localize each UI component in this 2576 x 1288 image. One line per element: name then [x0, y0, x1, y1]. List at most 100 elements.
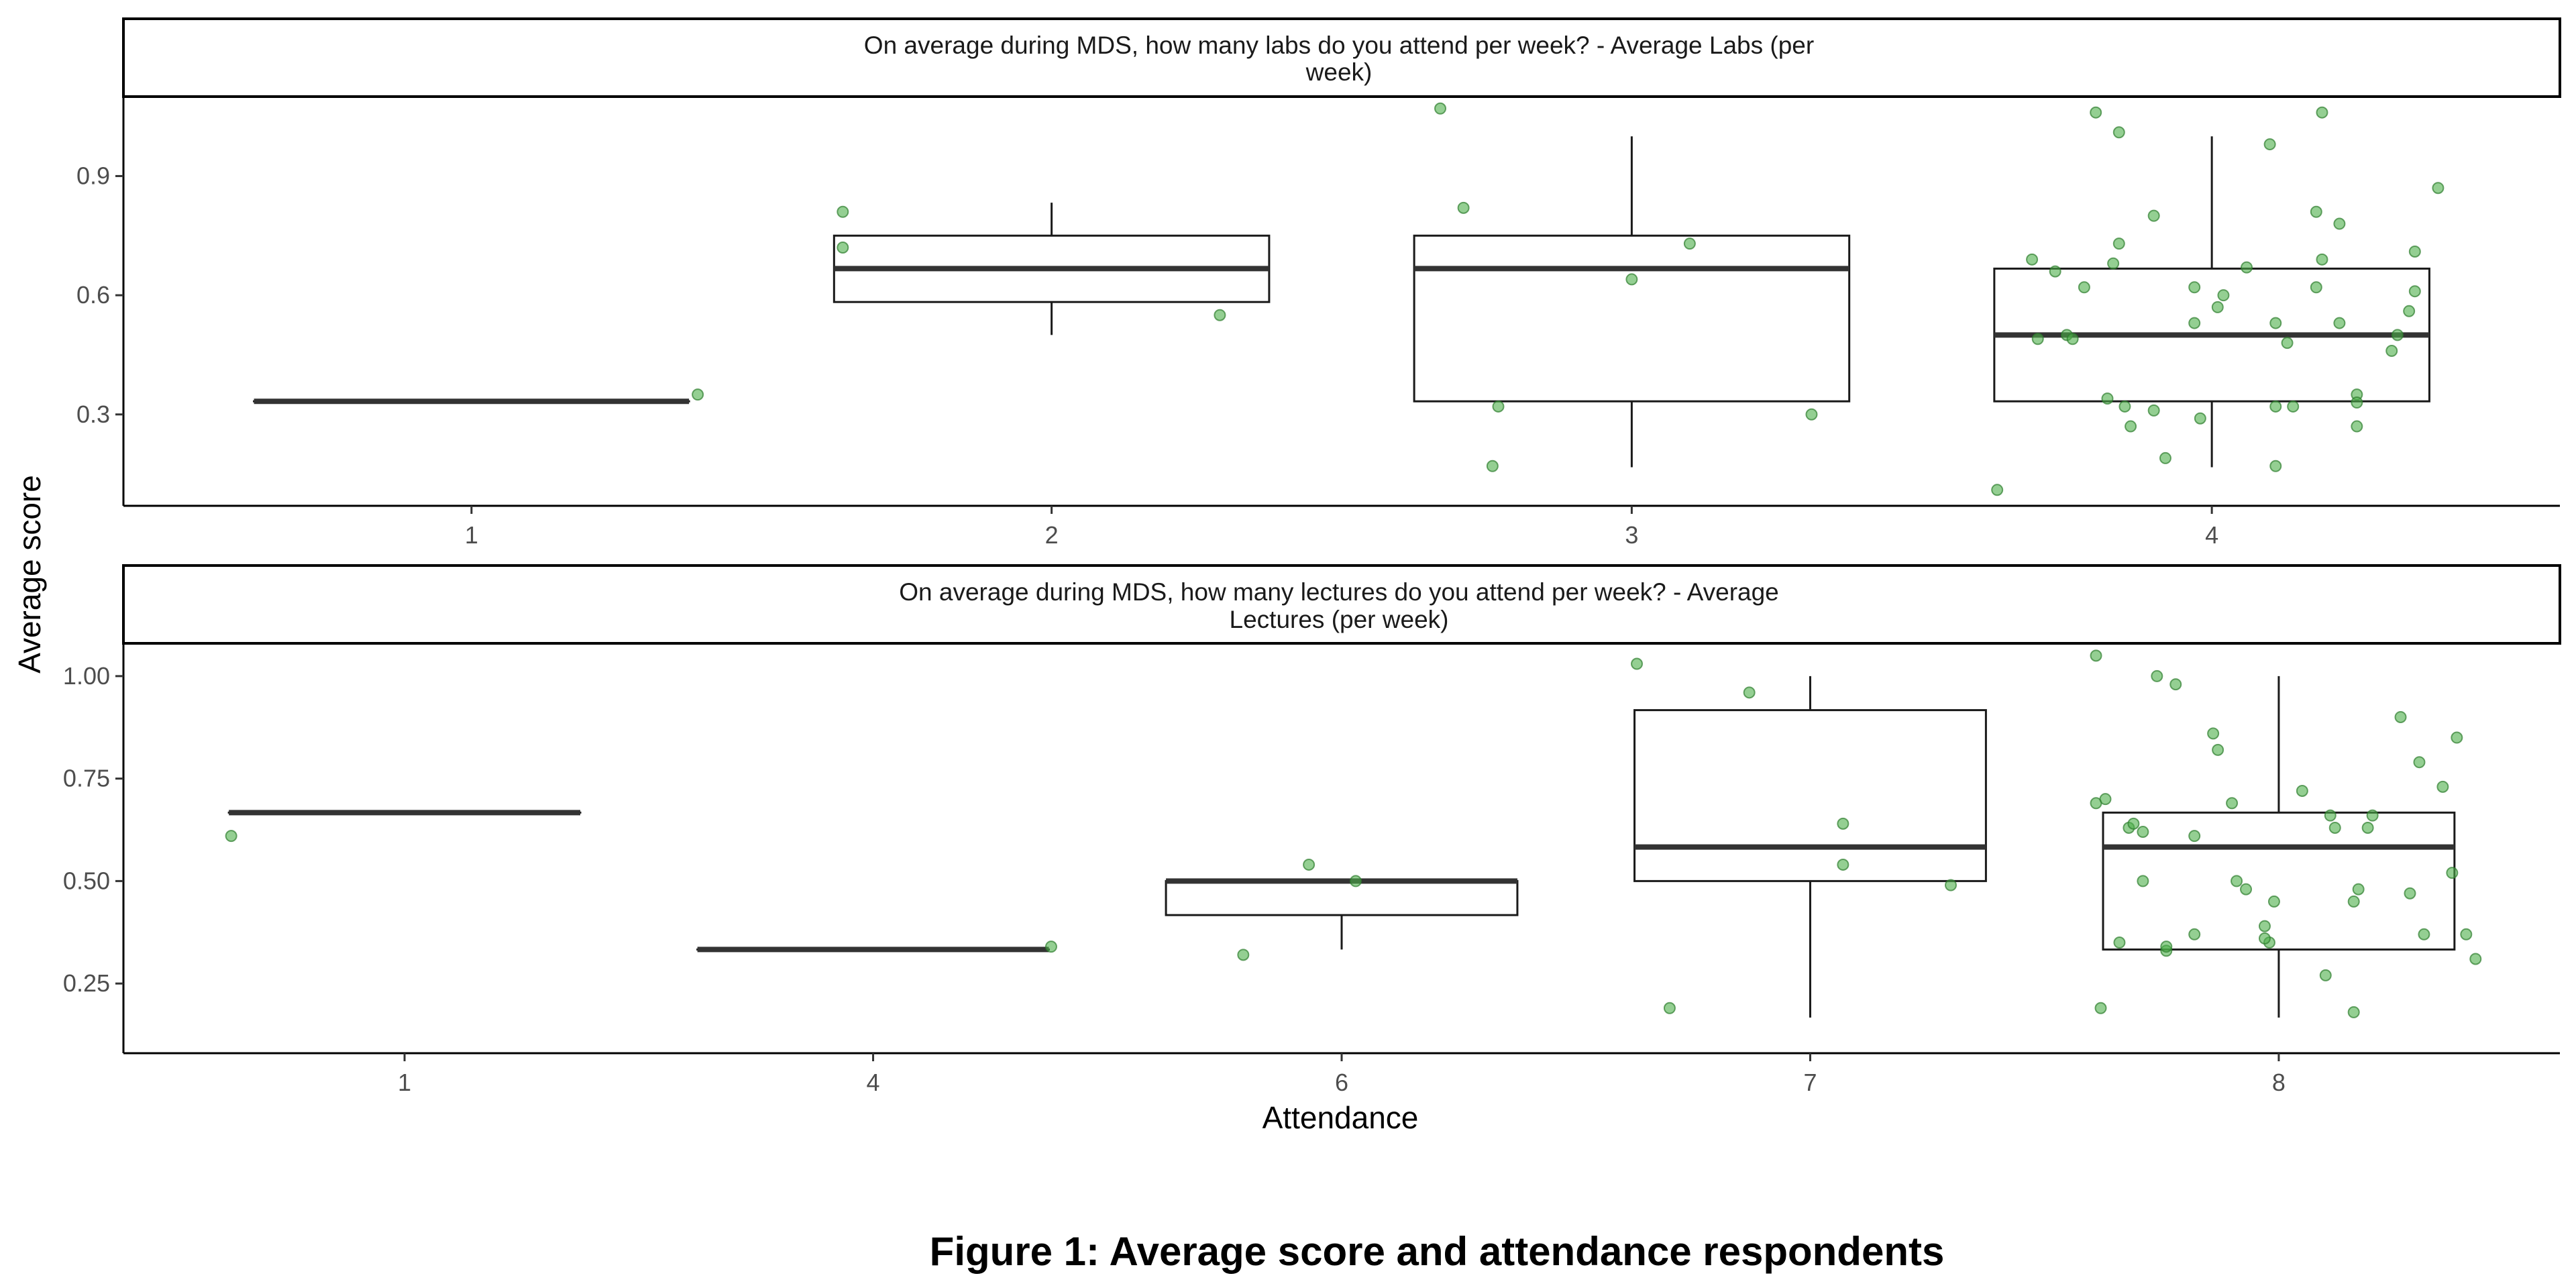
x-tick-label: 4 — [867, 1069, 880, 1096]
data-point — [2099, 793, 2112, 806]
data-point — [2296, 784, 2308, 797]
y-tick-label: 0.9 — [76, 162, 110, 189]
data-point — [2112, 126, 2125, 139]
data-point — [2127, 817, 2140, 830]
data-point — [1631, 657, 1644, 670]
data-point — [2436, 780, 2449, 793]
data-point — [1837, 817, 1849, 830]
panel-lectures-title-line-1: On average during MDS, how many lectures… — [899, 578, 1779, 606]
y-axis-title: Average score — [12, 475, 47, 674]
data-point — [1743, 686, 1756, 699]
data-point — [2118, 400, 2131, 413]
data-point — [2310, 205, 2322, 218]
data-point — [2240, 883, 2253, 896]
data-point — [2391, 329, 2404, 341]
data-point — [2403, 305, 2416, 317]
data-point — [2113, 936, 2126, 949]
data-point — [2347, 895, 2360, 908]
data-point — [2147, 404, 2160, 417]
data-point — [2160, 941, 2173, 953]
box-iqr — [1633, 709, 1987, 882]
data-point — [2258, 920, 2271, 932]
data-point — [2207, 727, 2220, 740]
data-point — [2049, 265, 2061, 278]
data-point — [2188, 928, 2201, 941]
data-point — [2333, 317, 2346, 329]
data-point — [2090, 649, 2102, 662]
box-iqr — [1165, 879, 1519, 916]
data-point — [2169, 678, 2182, 691]
data-point — [2263, 138, 2276, 151]
data-point — [1434, 102, 1447, 115]
data-point — [2188, 317, 2201, 329]
x-tick-label: 7 — [1803, 1069, 1817, 1096]
data-point — [2159, 451, 2171, 464]
y-tick-label: 1.00 — [63, 662, 110, 690]
data-point — [1663, 1002, 1676, 1014]
data-point — [2269, 317, 2282, 329]
data-point — [1349, 875, 1362, 888]
data-point — [837, 241, 849, 254]
data-point — [692, 388, 704, 401]
data-point — [2352, 883, 2365, 896]
data-point — [2231, 875, 2243, 888]
panel-labs-title-line-1: On average during MDS, how many labs do … — [864, 32, 1814, 59]
data-point — [1492, 400, 1505, 413]
data-point — [2267, 895, 2280, 908]
data-point — [2324, 809, 2337, 822]
data-point — [2432, 182, 2445, 195]
x-axis-title: Attendance — [1263, 1100, 1419, 1135]
box-iqr — [1413, 234, 1851, 402]
y-tick-label: 0.3 — [76, 400, 110, 428]
panel-lectures-strip — [122, 564, 2561, 645]
data-point — [2031, 333, 2044, 345]
data-point — [2094, 1002, 2107, 1014]
data-point — [2137, 875, 2149, 888]
data-point — [2287, 400, 2300, 413]
data-point — [2351, 396, 2363, 409]
data-point — [1991, 484, 2004, 496]
data-point — [1805, 408, 1818, 421]
data-point — [2408, 285, 2421, 298]
panel-labs-plot: 0.3 0.6 0.9 1 2 3 4 — [76, 97, 2560, 549]
data-point — [225, 830, 237, 843]
data-point — [2269, 400, 2282, 413]
data-point — [2026, 253, 2039, 266]
y-tick-label: 0.6 — [76, 281, 110, 309]
y-tick-label: 0.25 — [63, 969, 110, 997]
data-point — [2107, 257, 2120, 270]
data-point — [2333, 217, 2346, 230]
data-point — [2194, 412, 2206, 425]
data-point — [1214, 309, 1226, 321]
data-point — [2310, 281, 2322, 294]
data-point — [2269, 460, 2282, 472]
data-point — [2078, 281, 2090, 294]
data-point — [2316, 106, 2328, 119]
data-point — [2404, 887, 2416, 900]
data-point — [1837, 858, 1849, 871]
data-point — [1683, 237, 1696, 250]
data-point — [2413, 756, 2426, 769]
data-point — [1457, 201, 1470, 214]
data-point — [2328, 821, 2341, 834]
data-point — [2385, 345, 2398, 358]
data-point — [2366, 809, 2379, 822]
data-point — [2147, 209, 2160, 222]
box-iqr — [2102, 811, 2456, 951]
data-point — [2446, 867, 2459, 879]
data-point — [837, 205, 849, 218]
panel-lectures-title-line-2: Lectures (per week) — [1230, 606, 1449, 633]
data-point — [2066, 333, 2079, 345]
panel-labs-strip — [122, 17, 2561, 98]
data-point — [2258, 932, 2271, 945]
data-point — [2112, 237, 2125, 250]
data-point — [2125, 420, 2137, 433]
x-tick-label: 3 — [1625, 521, 1638, 549]
data-point — [2351, 420, 2363, 433]
data-point — [2347, 1006, 2360, 1018]
data-point — [2241, 261, 2253, 274]
data-point — [2226, 797, 2239, 810]
data-point — [2316, 253, 2328, 266]
data-point — [2394, 710, 2407, 723]
